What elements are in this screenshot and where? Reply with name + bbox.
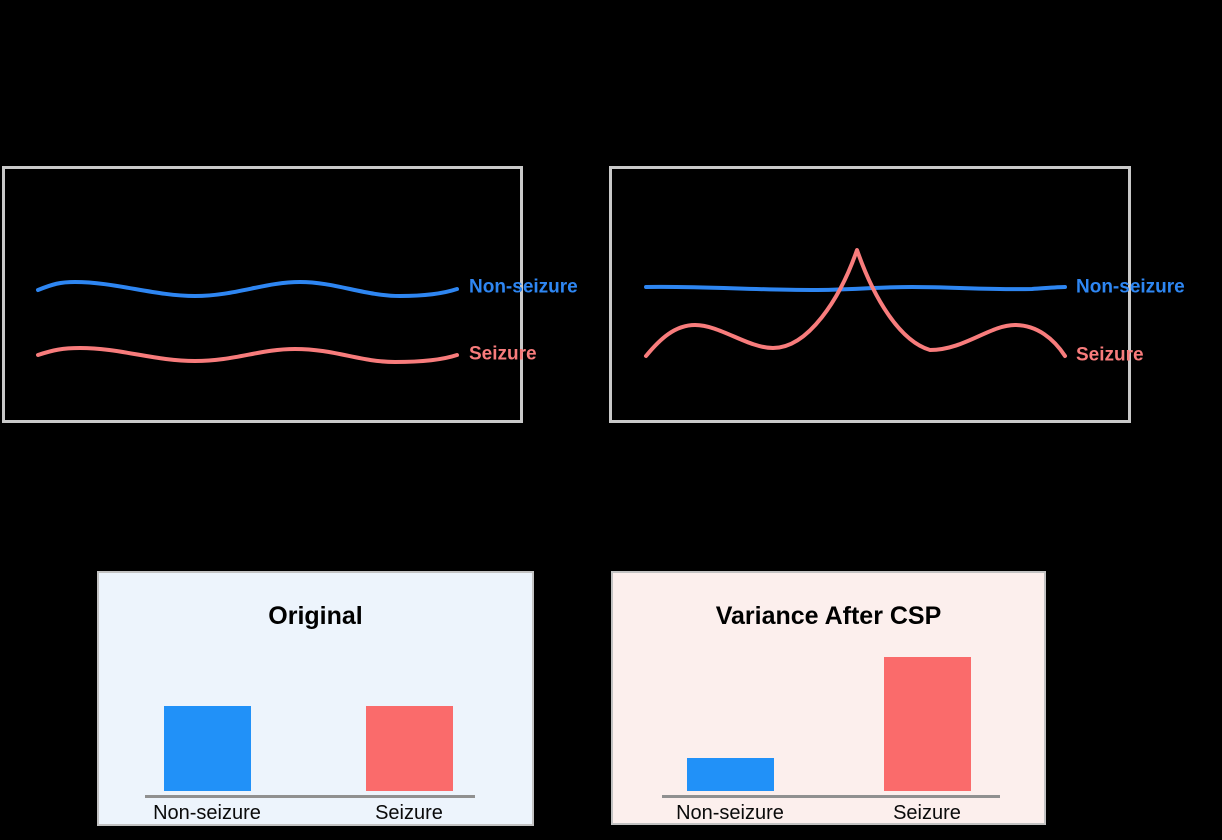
after-csp-seizure-bar [884,657,971,791]
seizure-line-label-before: Seizure [469,343,537,365]
non-seizure-trace-before [36,280,459,298]
variance-box-original: Original Non-seizure Seizure [97,571,534,826]
seizure-line-label-after: Seizure [1076,344,1144,366]
after-csp-axis-baseline [662,795,1000,798]
after-csp-seizure-bar-label: Seizure [893,802,961,824]
signal-panel-after-csp [609,166,1131,423]
original-non-seizure-bar-label: Non-seizure [153,802,261,824]
after-csp-non-seizure-bar-label: Non-seizure [676,802,784,824]
seizure-trace-after [644,248,1067,358]
non-seizure-line-label-after: Non-seizure [1076,276,1185,298]
original-box-title: Original [268,602,363,630]
after-csp-non-seizure-bar [687,758,774,791]
signal-plot-after-csp [644,248,1067,358]
original-seizure-bar [366,706,453,791]
variance-box-after-csp: Variance After CSP Non-seizure Seizure [611,571,1046,825]
signal-panel-before-csp [2,166,523,423]
original-seizure-bar-label: Seizure [375,802,443,824]
original-axis-baseline [145,795,475,798]
non-seizure-trace-after [644,284,1067,292]
signal-plot-before-csp [36,280,459,364]
after-csp-box-title: Variance After CSP [715,602,942,630]
non-seizure-line-label-before: Non-seizure [469,276,578,298]
seizure-trace-before [36,346,459,364]
original-non-seizure-bar [164,706,251,791]
